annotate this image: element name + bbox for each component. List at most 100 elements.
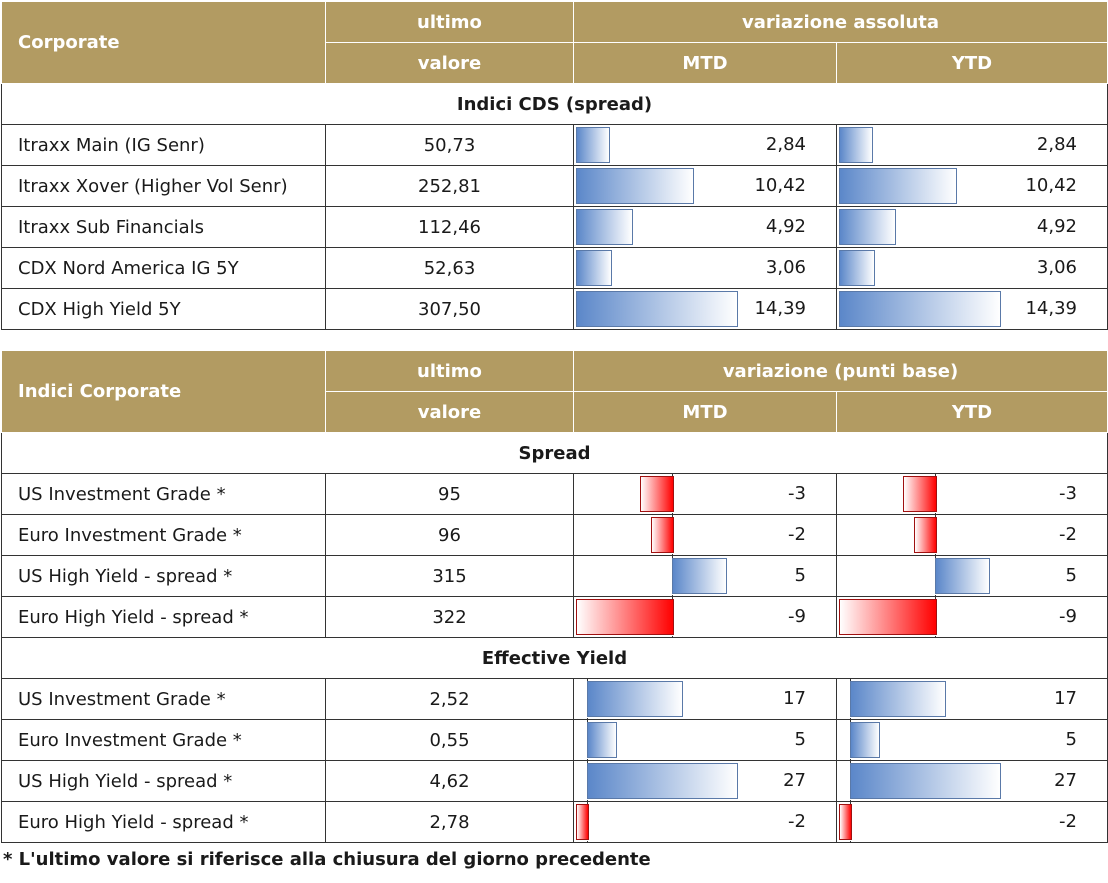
ytd-cell: 3,06 (836, 247, 1108, 289)
table-row: Itraxx Main (IG Senr) 50,73 2,84 2,84 (1, 124, 1108, 166)
mtd-value: 2,84 (765, 134, 806, 155)
header-mtd: MTD (573, 391, 837, 433)
row-value: 95 (325, 473, 574, 515)
mtd-cell: 3,06 (573, 247, 837, 289)
header-indici-corporate: Indici Corporate (1, 350, 326, 433)
mtd-value: -9 (788, 606, 806, 627)
header-ytd: YTD (836, 391, 1108, 433)
ytd-value: 10,42 (1025, 175, 1077, 196)
mtd-value: 4,92 (765, 216, 806, 237)
mtd-bar (672, 558, 728, 594)
mtd-bar (576, 599, 674, 635)
mtd-bar (587, 722, 617, 758)
row-name: US High Yield - spread * (1, 555, 326, 597)
header-corporate: Corporate (1, 1, 326, 84)
mtd-value: -2 (788, 524, 806, 545)
ytd-value: 14,39 (1025, 298, 1077, 319)
ytd-value: 4,92 (1036, 216, 1077, 237)
mtd-cell: -2 (573, 801, 837, 843)
table-row: US Investment Grade * 2,52 17 17 (1, 678, 1108, 720)
table-row: Euro High Yield - spread * 322 -9 -9 (1, 596, 1108, 638)
row-value: 315 (325, 555, 574, 597)
mtd-cell: 17 (573, 678, 837, 720)
mtd-bar (587, 763, 738, 799)
row-value: 2,52 (325, 678, 574, 720)
row-name: Euro Investment Grade * (1, 719, 326, 761)
ytd-value: 27 (1054, 770, 1077, 791)
ytd-bar (850, 722, 880, 758)
mtd-bar (650, 517, 674, 553)
table-row: Itraxx Xover (Higher Vol Senr) 252,81 10,4… (1, 165, 1108, 207)
section-title: Spread (1, 432, 1108, 474)
table-row: Euro High Yield - spread * 2,78 -2 -2 (1, 801, 1108, 843)
row-value: 4,62 (325, 760, 574, 802)
ytd-value: 17 (1054, 688, 1077, 709)
row-name: CDX Nord America IG 5Y (1, 247, 326, 289)
mtd-cell: -9 (573, 596, 837, 638)
row-name: Euro High Yield - spread * (1, 801, 326, 843)
ytd-bar (839, 291, 1001, 327)
mtd-bar (576, 209, 633, 245)
table-row: Euro Investment Grade * 96 -2 -2 (1, 514, 1108, 556)
ytd-cell: -2 (836, 514, 1108, 556)
ytd-bar (839, 209, 896, 245)
mtd-cell: 5 (573, 555, 837, 597)
row-name: Itraxx Main (IG Senr) (1, 124, 326, 166)
header-variazione: variazione assoluta (573, 1, 1108, 43)
ytd-value: 5 (1065, 729, 1077, 750)
row-value: 2,78 (325, 801, 574, 843)
ytd-bar (839, 804, 853, 840)
ytd-cell: 17 (836, 678, 1108, 720)
ytd-cell: 27 (836, 760, 1108, 802)
mtd-cell: 14,39 (573, 288, 837, 330)
table-row: Euro Investment Grade * 0,55 5 5 (1, 719, 1108, 761)
row-name: Itraxx Sub Financials (1, 206, 326, 248)
section-row: Effective Yield (1, 637, 1108, 679)
ytd-cell: 4,92 (836, 206, 1108, 248)
corporate-rows: Spread US Investment Grade * 95 -3 -3 Euro In… (1, 432, 1108, 843)
ytd-cell: 5 (836, 719, 1108, 761)
ytd-bar (839, 127, 873, 163)
ytd-bar (839, 168, 957, 204)
row-name: US Investment Grade * (1, 473, 326, 515)
mtd-value: -2 (788, 811, 806, 832)
ytd-bar (839, 599, 937, 635)
table-row: US Investment Grade * 95 -3 -3 (1, 473, 1108, 515)
mtd-value: 17 (783, 688, 806, 709)
mtd-value: 27 (783, 770, 806, 791)
ytd-value: 5 (1065, 565, 1077, 586)
mtd-cell: 27 (573, 760, 837, 802)
mtd-value: 5 (794, 729, 806, 750)
table-row: CDX High Yield 5Y 307,50 14,39 14,39 (1, 288, 1108, 330)
ytd-value: -9 (1059, 606, 1077, 627)
table-row: CDX Nord America IG 5Y 52,63 3,06 3,06 (1, 247, 1108, 289)
mtd-cell: 5 (573, 719, 837, 761)
row-value: 0,55 (325, 719, 574, 761)
ytd-bar (839, 250, 876, 286)
table-row: US High Yield - spread * 315 5 5 (1, 555, 1108, 597)
mtd-value: 3,06 (765, 257, 806, 278)
ytd-value: 2,84 (1036, 134, 1077, 155)
ytd-bar (850, 681, 946, 717)
section-title: Effective Yield (1, 637, 1108, 679)
row-name: Itraxx Xover (Higher Vol Senr) (1, 165, 326, 207)
ytd-bar (935, 558, 991, 594)
section-row: Spread (1, 432, 1108, 474)
row-name: US Investment Grade * (1, 678, 326, 720)
ytd-value: -2 (1059, 524, 1077, 545)
row-name: CDX High Yield 5Y (1, 288, 326, 330)
mtd-value: 14,39 (754, 298, 806, 319)
ytd-cell: 5 (836, 555, 1108, 597)
mtd-bar (576, 250, 613, 286)
ytd-cell: 14,39 (836, 288, 1108, 330)
mtd-cell: 4,92 (573, 206, 837, 248)
header-valore: valore (325, 391, 574, 433)
header-ultimo: ultimo (325, 1, 574, 43)
ytd-value: -2 (1059, 811, 1077, 832)
ytd-cell: 10,42 (836, 165, 1108, 207)
mtd-cell: 2,84 (573, 124, 837, 166)
row-value: 252,81 (325, 165, 574, 207)
row-value: 322 (325, 596, 574, 638)
ytd-cell: -2 (836, 801, 1108, 843)
cds-rows: Itraxx Main (IG Senr) 50,73 2,84 2,84 Itraxx… (1, 124, 1108, 330)
